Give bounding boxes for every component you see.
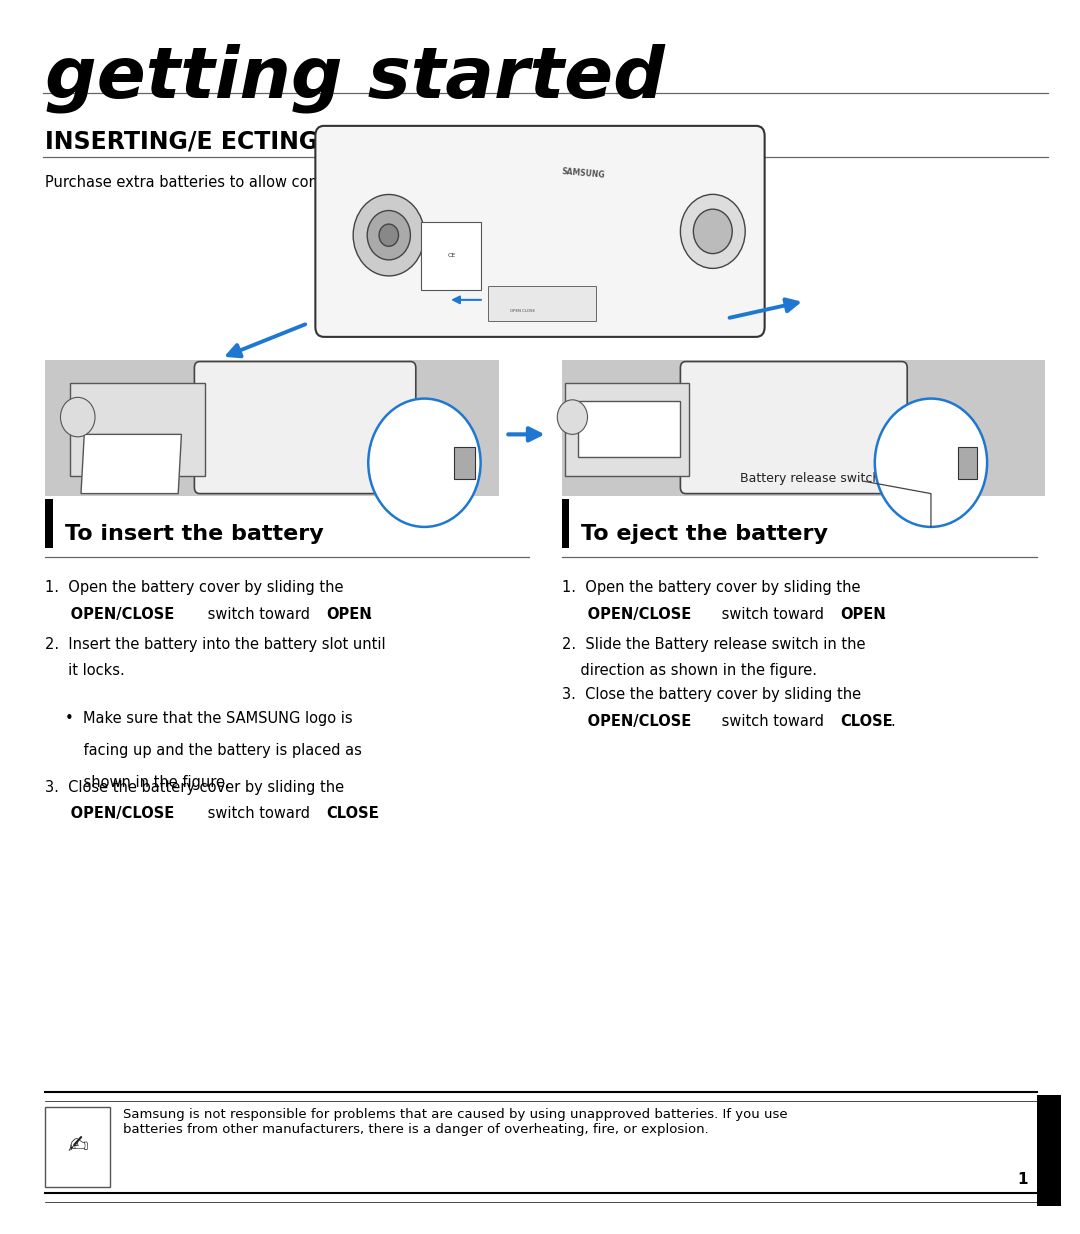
- Text: Battery release switch: Battery release switch: [740, 471, 880, 485]
- Text: Purchase extra batteries to allow continuous use of your camcorder.: Purchase extra batteries to allow contin…: [45, 175, 546, 190]
- Text: OPEN: OPEN: [326, 607, 372, 622]
- Bar: [45, 499, 53, 548]
- Text: .: .: [367, 607, 372, 622]
- Text: facing up and the battery is placed as: facing up and the battery is placed as: [65, 743, 362, 758]
- Bar: [562, 360, 1045, 496]
- Text: switch toward: switch toward: [717, 713, 828, 729]
- Text: 2.  Insert the battery into the battery slot until: 2. Insert the battery into the battery s…: [45, 637, 386, 652]
- Bar: [454, 447, 475, 479]
- Text: shown in the figure.: shown in the figure.: [65, 775, 230, 790]
- Text: CE: CE: [447, 253, 456, 258]
- Text: .: .: [890, 713, 894, 729]
- Text: switch toward: switch toward: [717, 607, 828, 622]
- Text: 2.  Slide the Battery release switch in the: 2. Slide the Battery release switch in t…: [562, 637, 865, 652]
- Bar: [565, 383, 689, 476]
- Text: •  Make sure that the SAMSUNG logo is: • Make sure that the SAMSUNG logo is: [65, 711, 352, 726]
- Circle shape: [875, 399, 987, 527]
- Text: 1.  Open the battery cover by sliding the: 1. Open the battery cover by sliding the: [45, 580, 343, 595]
- Text: Samsung is not responsible for problems that are caused by using unapproved batt: Samsung is not responsible for problems …: [123, 1108, 787, 1137]
- Text: switch toward: switch toward: [203, 607, 314, 622]
- Text: OPEN/CLOSE: OPEN/CLOSE: [45, 607, 175, 622]
- Circle shape: [367, 211, 410, 260]
- Circle shape: [353, 195, 424, 276]
- Bar: [45, 1107, 110, 1187]
- Bar: [45, 360, 499, 496]
- Circle shape: [368, 399, 481, 527]
- Circle shape: [60, 397, 95, 437]
- FancyBboxPatch shape: [680, 362, 907, 494]
- Text: getting started: getting started: [45, 43, 665, 112]
- Circle shape: [680, 195, 745, 269]
- Text: switch toward: switch toward: [203, 807, 314, 822]
- Bar: [70, 383, 205, 476]
- Text: 1: 1: [1017, 1172, 1028, 1187]
- Text: OPEN/CLOSE: OPEN/CLOSE: [45, 807, 175, 822]
- Text: ✍: ✍: [67, 1134, 89, 1159]
- Bar: [1037, 1095, 1061, 1206]
- Text: OPEN CLOSE: OPEN CLOSE: [510, 310, 535, 313]
- Text: .: .: [375, 807, 379, 822]
- FancyBboxPatch shape: [315, 126, 765, 337]
- Text: To eject the battery: To eject the battery: [581, 524, 828, 544]
- Text: To insert the battery: To insert the battery: [65, 524, 324, 544]
- Text: OPEN: OPEN: [840, 607, 886, 622]
- Text: CLOSE: CLOSE: [840, 713, 893, 729]
- Text: CLOSE: CLOSE: [326, 807, 379, 822]
- Text: SAMSUNG: SAMSUNG: [562, 167, 605, 180]
- Polygon shape: [81, 434, 181, 494]
- Text: direction as shown in the figure.: direction as shown in the figure.: [562, 664, 816, 679]
- Text: it locks.: it locks.: [45, 664, 125, 679]
- Bar: [488, 286, 596, 321]
- Bar: [958, 447, 977, 479]
- Text: 3.  Close the battery cover by sliding the: 3. Close the battery cover by sliding th…: [562, 687, 861, 702]
- FancyBboxPatch shape: [194, 362, 416, 494]
- Bar: [562, 499, 569, 548]
- Text: .: .: [881, 607, 886, 622]
- Circle shape: [379, 225, 399, 247]
- Bar: [421, 222, 481, 290]
- Bar: [578, 401, 680, 457]
- Text: 1.  Open the battery cover by sliding the: 1. Open the battery cover by sliding the: [562, 580, 860, 595]
- Text: OPEN/CLOSE: OPEN/CLOSE: [562, 713, 691, 729]
- Text: INSERTING/E ECTING THE BATTER: INSERTING/E ECTING THE BATTER: [45, 130, 488, 153]
- Circle shape: [557, 400, 588, 434]
- Text: OPEN/CLOSE: OPEN/CLOSE: [562, 607, 691, 622]
- Circle shape: [693, 210, 732, 254]
- Text: 3.  Close the battery cover by sliding the: 3. Close the battery cover by sliding th…: [45, 780, 345, 795]
